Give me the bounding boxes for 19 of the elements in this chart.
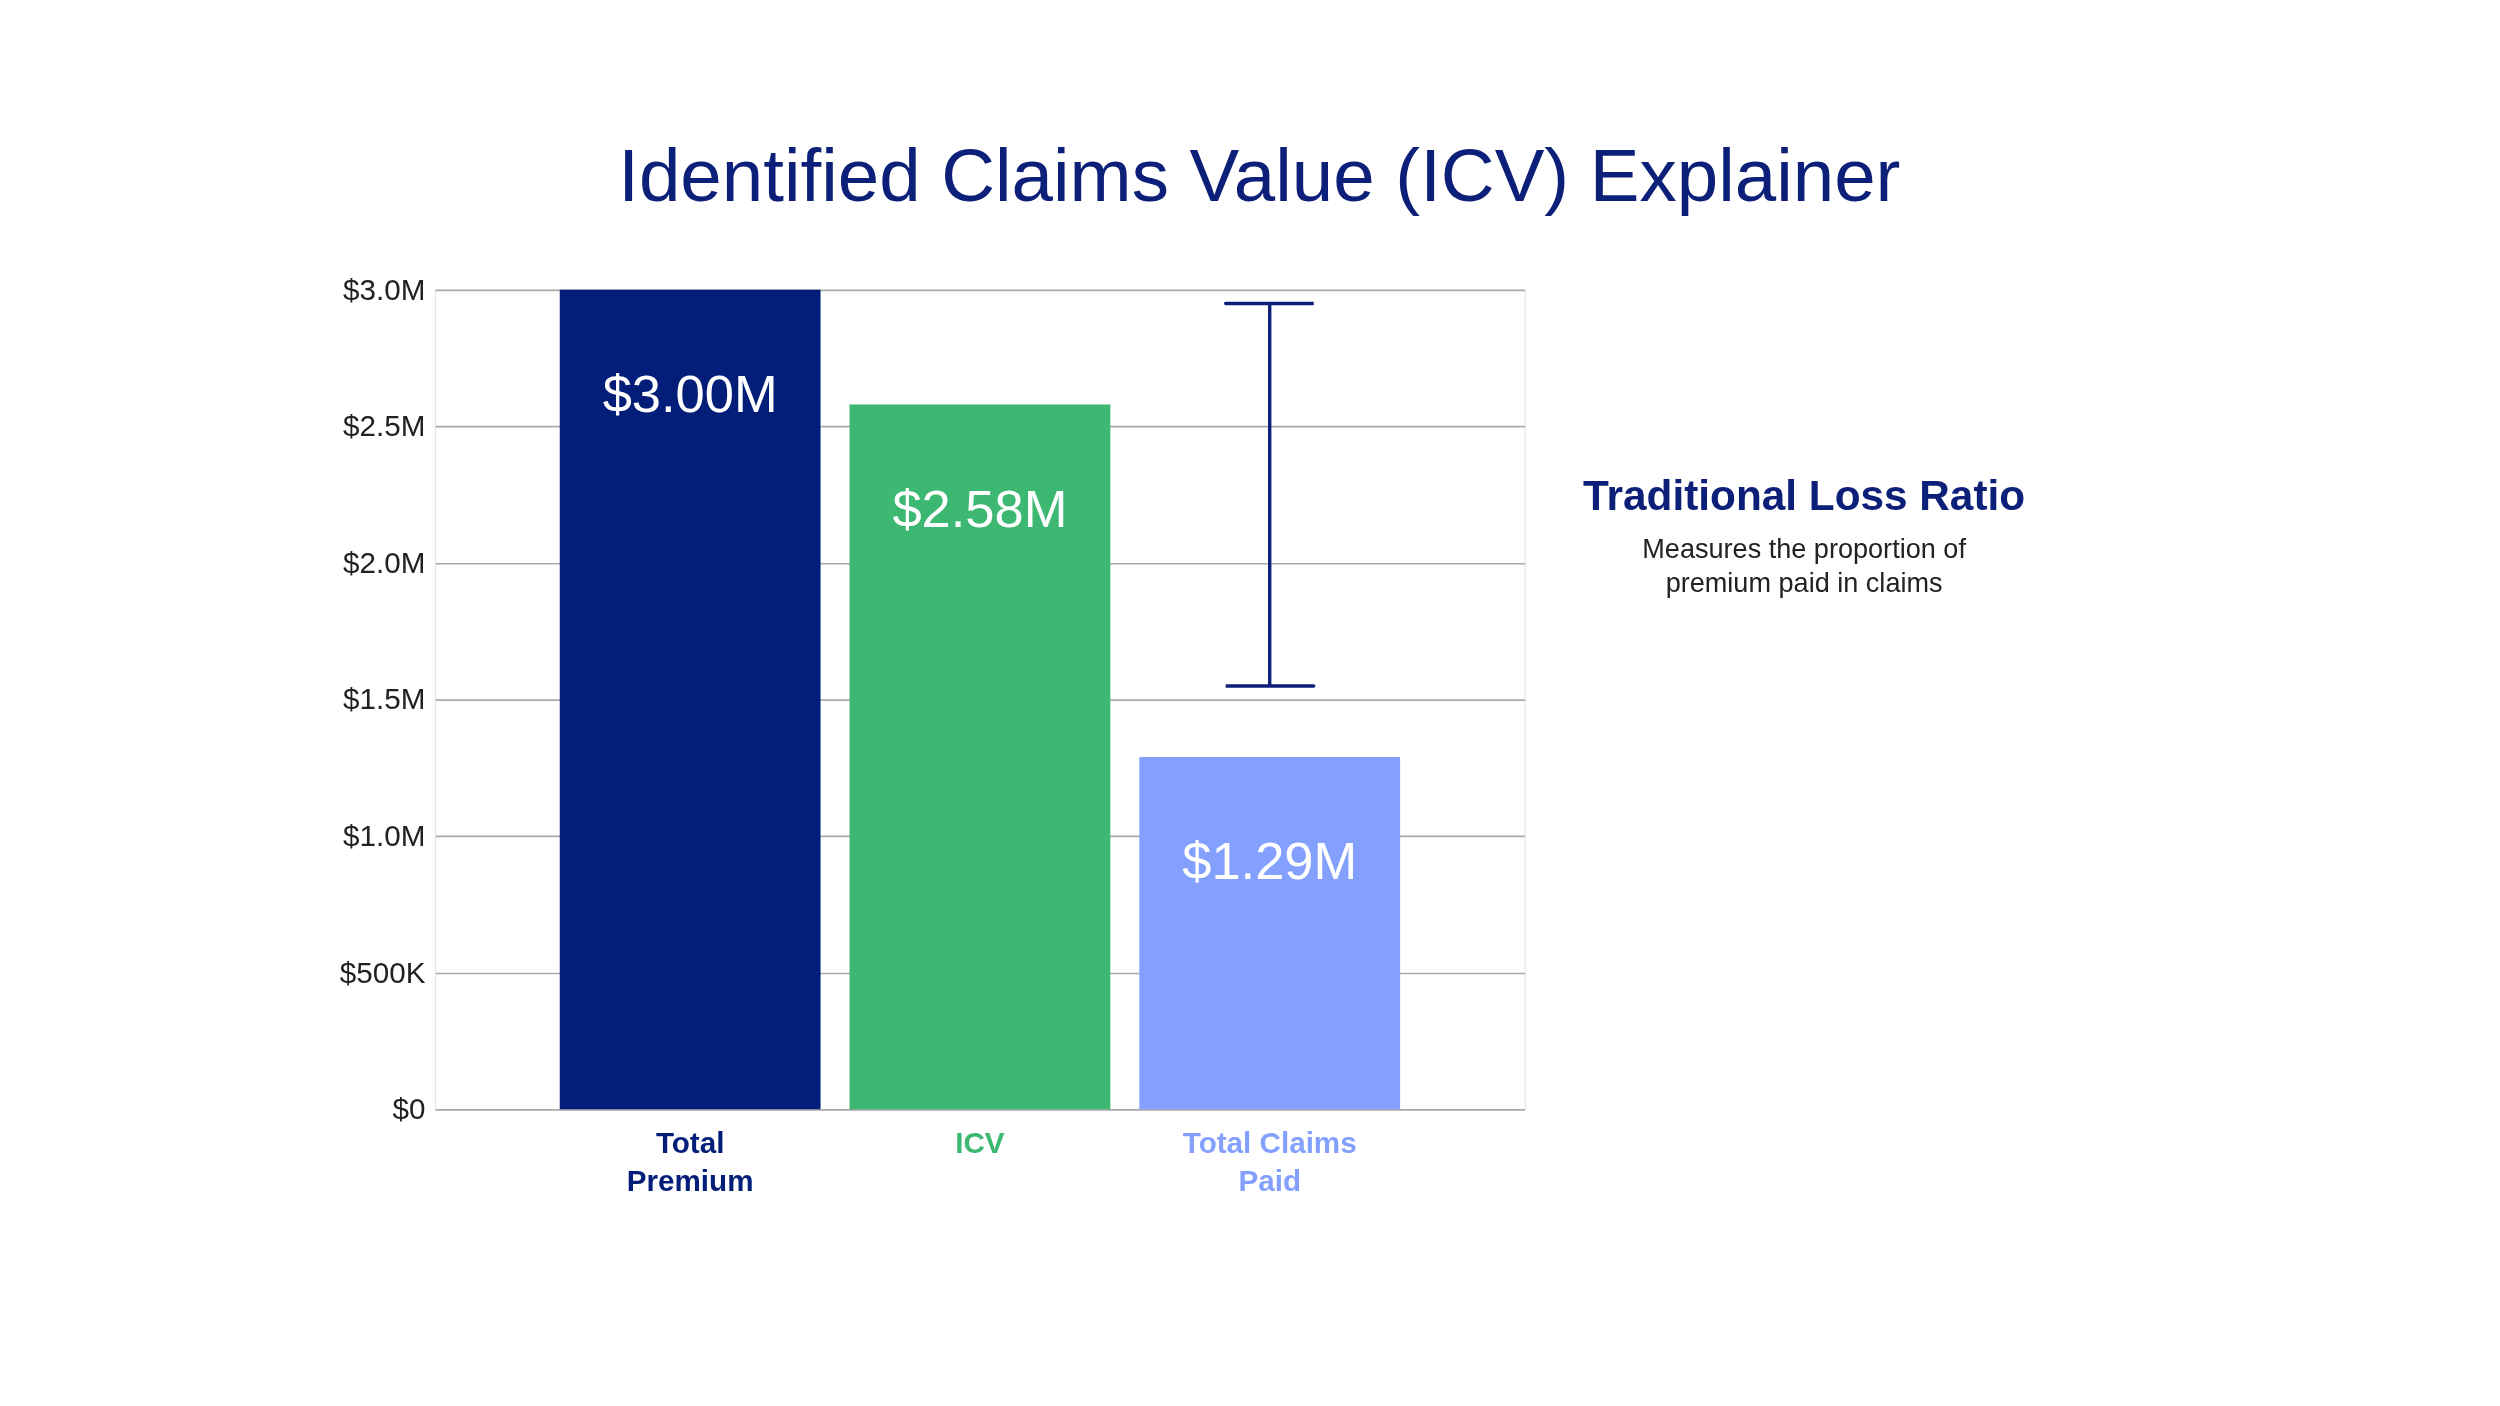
x-tick-label: Total Premium [626, 1126, 754, 1197]
data-label: $2.58M [892, 478, 1068, 538]
text: Traditional Loss Ratio [1583, 471, 2026, 519]
data-label: $1.29M [1182, 830, 1358, 890]
text: Measures the proportion of premium paid in claims [1642, 533, 1967, 599]
y-tick-label: $2.0M [343, 545, 426, 579]
bar [849, 404, 1111, 1110]
data-label: $3.00M [602, 363, 778, 423]
y-tick-label: $1.5M [343, 682, 426, 716]
x-tick-label: Total Claims Paid [1182, 1126, 1357, 1197]
chart-title: Identified Claims Value (ICV) Explainer [618, 133, 1901, 217]
bar [1139, 756, 1401, 1110]
y-tick-label: $3.0M [343, 272, 426, 306]
y-tick-label: $500K [339, 955, 426, 989]
y-tick-label: $1.0M [343, 818, 426, 852]
y-tick-label: $0 [392, 1092, 426, 1126]
x-tick-label: ICV [955, 1126, 1005, 1160]
y-tick-label: $2.5M [343, 409, 426, 443]
bar [559, 289, 821, 1110]
